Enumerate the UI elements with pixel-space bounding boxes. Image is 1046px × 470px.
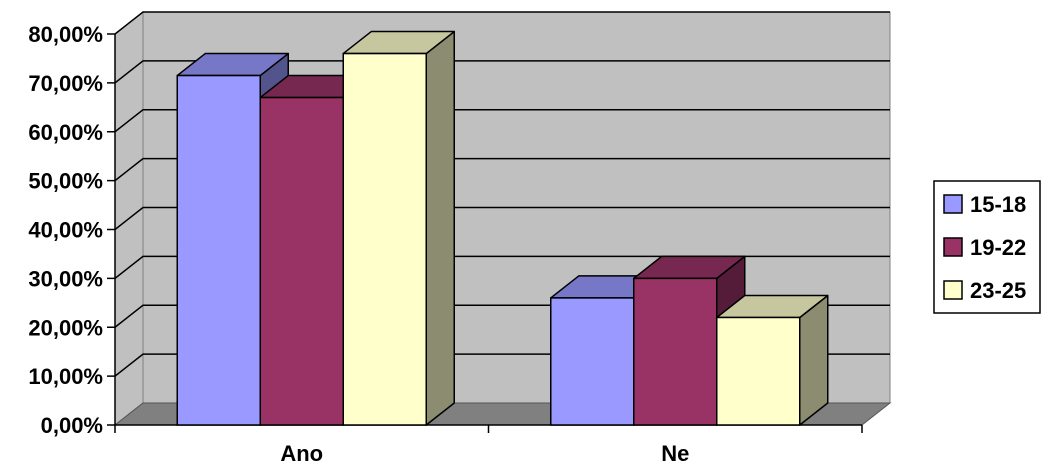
- gridline: [114, 255, 890, 279]
- bar-front-face: [550, 297, 635, 426]
- legend-label: 15-18: [970, 192, 1026, 217]
- y-tick-label: 0,00%: [41, 413, 103, 438]
- y-tick-labels: 0,00% 10,00% 20,00% 30,00% 40,00% 50,00% 60,00…: [28, 22, 103, 438]
- y-tick-label: 30,00%: [28, 266, 103, 291]
- gridline: [114, 109, 890, 133]
- legend-label: 23-25: [970, 278, 1026, 303]
- y-tick-label: 40,00%: [28, 218, 103, 243]
- legend: 15-18 19-22 23-25: [933, 180, 1041, 314]
- gridline: [114, 206, 890, 231]
- legend-item: 15-18: [943, 192, 1026, 217]
- y-tick-label: 80,00%: [28, 22, 103, 47]
- bar-front-face: [176, 74, 261, 426]
- legend-swatch: [943, 194, 963, 214]
- y-tick-label: 20,00%: [28, 315, 103, 340]
- bar-front-face: [633, 277, 718, 426]
- legend-item: 19-22: [943, 235, 1026, 260]
- y-tick-label: 50,00%: [28, 169, 103, 194]
- legend-swatch: [943, 237, 963, 257]
- bar: [342, 30, 455, 426]
- y-tick-label: 10,00%: [28, 364, 103, 389]
- bars: [176, 30, 829, 426]
- y-tick-label: 70,00%: [28, 71, 103, 96]
- bar-side-face: [425, 30, 455, 426]
- legend-swatch: [943, 280, 963, 300]
- y-tick-label: 60,00%: [28, 120, 103, 145]
- bar-front-face: [259, 96, 344, 426]
- x-tick-label: Ne: [661, 441, 689, 466]
- gridline: [114, 157, 890, 182]
- legend-item: 23-25: [943, 278, 1026, 303]
- bar: [716, 294, 829, 426]
- legend-label: 19-22: [970, 235, 1026, 260]
- x-tick-label: Ano: [280, 441, 323, 466]
- bar-front-face: [716, 316, 801, 426]
- x-tick-labels: Ano Ne: [280, 441, 689, 466]
- bar-front-face: [342, 52, 427, 426]
- gridline: [114, 11, 890, 35]
- gridline: [114, 60, 890, 84]
